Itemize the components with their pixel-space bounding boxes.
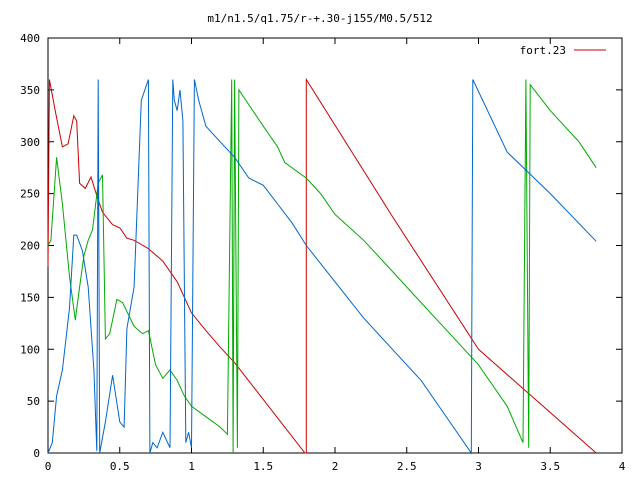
series-line-2: [47, 79, 597, 454]
y-tick-label: 300: [20, 136, 40, 149]
x-tick-label: 3: [475, 460, 482, 473]
x-tick-label: 4: [619, 460, 626, 473]
y-axis-ticks: 0 50 100 150 200 250 300 350 400: [20, 32, 622, 460]
legend-label: fort.23: [520, 44, 566, 57]
y-tick-label: 250: [20, 188, 40, 201]
series-line-1: [47, 77, 597, 454]
x-tick-label: 2: [332, 460, 339, 473]
y-tick-label: 150: [20, 291, 40, 304]
x-tick-label: 1: [188, 460, 195, 473]
y-tick-label: 0: [33, 447, 40, 460]
series-line-3: [47, 79, 597, 455]
plot-border: [47, 37, 623, 454]
y-tick-label: 200: [20, 240, 40, 253]
legend: fort.23: [520, 44, 606, 57]
series-group: [47, 77, 597, 455]
x-tick-label: 0: [45, 460, 52, 473]
y-tick-label: 50: [27, 395, 40, 408]
x-tick-label: 2.5: [397, 460, 417, 473]
chart-title: m1/n1.5/q1.75/r-+.30-j155/M0.5/512: [207, 12, 432, 25]
x-tick-label: 1.5: [253, 460, 273, 473]
y-tick-label: 100: [20, 343, 40, 356]
x-tick-label: 0.5: [110, 460, 130, 473]
y-tick-label: 350: [20, 84, 40, 97]
y-tick-label: 400: [20, 32, 40, 45]
x-tick-label: 3.5: [540, 460, 560, 473]
axes: [47, 37, 623, 454]
x-axis-ticks: 0 0.5 1 1.5 2 2.5 3 3.5 4: [45, 38, 626, 473]
